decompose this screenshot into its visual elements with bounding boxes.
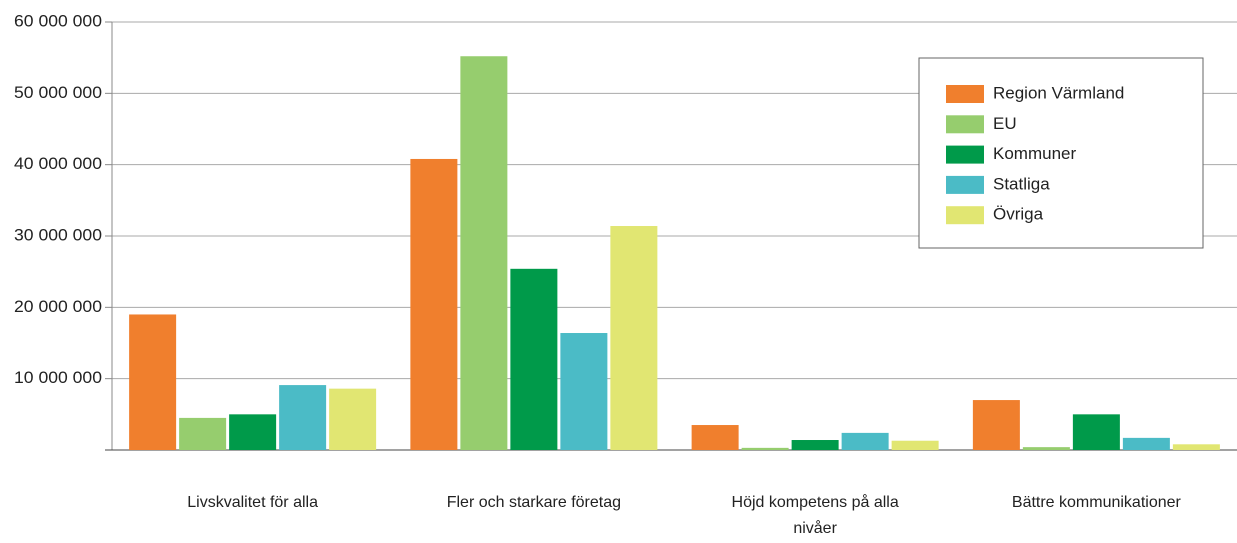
y-tick-label: 30 000 000 xyxy=(14,225,102,244)
legend-label: EU xyxy=(993,114,1017,133)
y-tick-label: 60 000 000 xyxy=(14,11,102,30)
bar xyxy=(610,226,658,450)
y-tick-label: 40 000 000 xyxy=(14,154,102,173)
x-tick-label: Livskvalitet för alla xyxy=(187,494,318,511)
legend-label: Kommuner xyxy=(993,144,1076,163)
legend-swatch xyxy=(946,145,984,164)
bar xyxy=(741,447,789,450)
y-tick-label: 10 000 000 xyxy=(14,368,102,387)
bar xyxy=(229,414,277,450)
bar xyxy=(1122,437,1170,450)
bar xyxy=(510,268,558,450)
x-tick-label: Fler och starkare företag xyxy=(446,494,622,511)
bar xyxy=(972,400,1020,450)
bar xyxy=(129,314,177,450)
legend-swatch xyxy=(946,206,984,225)
legend-label: Statliga xyxy=(993,174,1050,193)
y-tick-label: 20 000 000 xyxy=(14,297,102,316)
bar xyxy=(1172,444,1220,450)
bar xyxy=(1072,414,1120,450)
bar xyxy=(1022,447,1070,450)
bar xyxy=(891,440,939,450)
bar xyxy=(560,333,608,450)
bar xyxy=(179,417,227,450)
y-tick-label: 50 000 000 xyxy=(14,83,102,102)
bar xyxy=(791,440,839,450)
bar xyxy=(410,158,458,450)
x-tick-label: Bättre kommunikationer xyxy=(1011,494,1181,511)
x-tick-label: Höjd kompetens på alla nivåer xyxy=(731,494,899,537)
legend-swatch xyxy=(946,115,984,134)
legend-label: Region Värmland xyxy=(993,83,1124,102)
bar xyxy=(460,56,508,451)
legend-label: Övriga xyxy=(993,205,1044,224)
legend-swatch xyxy=(946,85,984,103)
bar xyxy=(329,388,377,450)
bar xyxy=(279,385,327,450)
bar xyxy=(841,432,889,450)
legend-swatch xyxy=(946,175,984,194)
bar xyxy=(691,425,739,450)
